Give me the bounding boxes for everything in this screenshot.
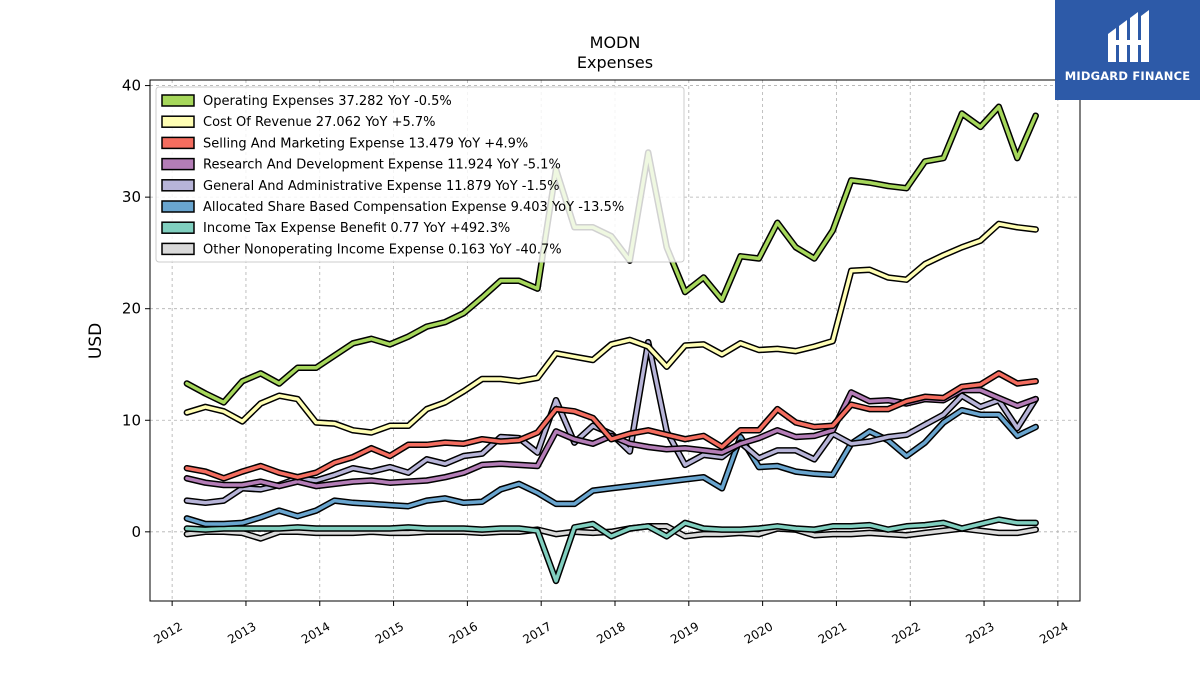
- brand-logo: MIDGARD FINANCE: [1055, 0, 1200, 100]
- series-line-outline: [183, 370, 1039, 482]
- x-tick-label: 2017: [520, 619, 553, 646]
- series-layer: [183, 103, 1039, 585]
- x-tick-label: 2023: [963, 619, 996, 646]
- legend-swatch: [161, 136, 195, 150]
- legend-entry: Cost Of Revenue 27.062 YoY +5.7%: [203, 115, 436, 130]
- y-tick-label: 0: [131, 523, 141, 541]
- legend-swatch: [161, 157, 195, 171]
- legend: Operating Expenses 37.282 YoY -0.5% Cost …: [155, 86, 685, 263]
- legend-entry: Operating Expenses 37.282 YoY -0.5%: [203, 94, 452, 109]
- legend-entry: General And Administrative Expense 11.87…: [203, 179, 560, 194]
- y-tick-label: 10: [122, 411, 141, 429]
- legend-swatch: [161, 179, 195, 192]
- x-tick-label: 2016: [447, 619, 480, 646]
- legend-entry: Other Nonoperating Income Expense 0.163 …: [203, 242, 562, 257]
- y-tick-label: 20: [122, 300, 141, 318]
- legend-entry: Allocated Share Based Compensation Expen…: [203, 200, 624, 215]
- legend-swatch: [161, 242, 195, 256]
- y-axis-label: USD: [86, 323, 106, 359]
- legend-swatch: [161, 94, 195, 107]
- legend-swatch: [161, 221, 195, 234]
- series-line-outline: [183, 406, 1039, 528]
- chart-subtitle: Expenses: [577, 53, 653, 72]
- x-tick-label: 2019: [668, 619, 701, 646]
- series-line: [185, 222, 1038, 435]
- series-line: [185, 371, 1038, 481]
- x-tick-label: 2020: [742, 619, 775, 646]
- legend-entry: Selling And Marketing Expense 13.479 YoY…: [203, 136, 528, 151]
- series-line: [185, 408, 1038, 526]
- y-tick-label: 40: [122, 77, 141, 95]
- x-tick-label: 2014: [299, 619, 332, 646]
- series-line: [185, 517, 1038, 583]
- legend-swatch: [161, 200, 195, 213]
- chart-title: MODN: [590, 33, 641, 52]
- legend-swatch: [161, 115, 195, 128]
- legend-box: [155, 86, 685, 263]
- brand-name: MIDGARD FINANCE: [1064, 69, 1191, 83]
- x-tick-label: 2015: [373, 619, 406, 646]
- x-tick-label: 2018: [594, 619, 627, 646]
- x-tick-label: 2012: [151, 619, 184, 646]
- legend-entry: Income Tax Expense Benefit 0.77 YoY +492…: [203, 221, 510, 236]
- midgard-mark-icon: [1108, 10, 1149, 62]
- legend-entry: Research And Development Expense 11.924 …: [203, 158, 561, 173]
- y-tick-label: 30: [122, 188, 141, 206]
- series-line: [185, 524, 1038, 541]
- x-tick-label: 2013: [225, 619, 258, 646]
- x-tick-label: 2024: [1037, 619, 1070, 646]
- x-tick-label: 2022: [890, 619, 923, 646]
- x-tick-label: 2021: [816, 619, 849, 646]
